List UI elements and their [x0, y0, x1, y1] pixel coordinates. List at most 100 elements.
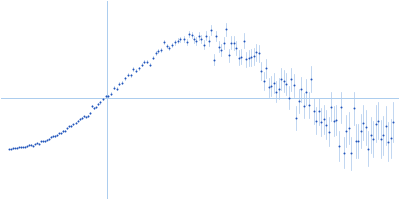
Point [201, 43, 207, 46]
Point [343, 129, 349, 132]
Point [166, 46, 172, 50]
Point [102, 95, 109, 98]
Point [14, 146, 20, 149]
Point [266, 86, 272, 89]
Point [193, 39, 200, 43]
Point [251, 55, 257, 58]
Point [328, 105, 334, 108]
Point [88, 104, 95, 108]
Point [378, 138, 384, 141]
Point [32, 142, 38, 146]
Point [368, 133, 374, 136]
Point [248, 56, 254, 59]
Point [303, 90, 309, 94]
Point [260, 79, 267, 82]
Point [238, 55, 244, 58]
Point [258, 70, 264, 73]
Point [231, 42, 237, 45]
Point [150, 56, 156, 59]
Point [213, 34, 220, 38]
Point [290, 84, 297, 87]
Point [177, 38, 184, 41]
Point [183, 40, 190, 44]
Point [196, 34, 202, 38]
Point [270, 81, 277, 85]
Point [360, 121, 367, 124]
Point [44, 138, 50, 141]
Point [147, 63, 153, 66]
Point [375, 119, 382, 122]
Point [62, 129, 69, 132]
Point [211, 58, 217, 61]
Point [298, 88, 304, 91]
Point [338, 106, 344, 109]
Point [76, 117, 83, 121]
Point [161, 40, 167, 43]
Point [363, 126, 369, 129]
Point [169, 43, 175, 46]
Point [80, 115, 87, 118]
Point [108, 92, 114, 95]
Point [288, 78, 294, 81]
Point [92, 106, 99, 109]
Point [127, 74, 134, 77]
Point [116, 82, 123, 85]
Point [330, 120, 337, 123]
Point [226, 54, 232, 57]
Point [40, 140, 46, 143]
Point [273, 90, 280, 93]
Point [333, 118, 339, 121]
Point [385, 140, 392, 143]
Point [46, 138, 52, 141]
Point [130, 67, 136, 71]
Point [78, 116, 85, 119]
Point [246, 56, 252, 59]
Point [164, 44, 170, 47]
Point [335, 144, 342, 148]
Point [174, 39, 181, 42]
Point [253, 51, 260, 54]
Point [186, 33, 192, 36]
Point [300, 104, 307, 107]
Point [12, 146, 18, 150]
Point [383, 124, 389, 127]
Point [152, 52, 159, 55]
Point [306, 104, 312, 107]
Point [370, 138, 377, 141]
Point [105, 95, 112, 98]
Point [268, 85, 274, 88]
Point [243, 58, 250, 61]
Point [318, 120, 324, 124]
Point [36, 142, 42, 145]
Point [355, 139, 362, 143]
Point [233, 47, 240, 50]
Point [293, 117, 299, 120]
Point [221, 41, 227, 44]
Point [119, 81, 126, 84]
Point [50, 135, 56, 138]
Point [100, 97, 106, 101]
Point [223, 28, 230, 31]
Point [97, 101, 103, 104]
Point [256, 52, 262, 55]
Point [158, 48, 164, 52]
Point [34, 141, 40, 145]
Point [208, 28, 215, 32]
Point [155, 49, 162, 52]
Point [24, 145, 30, 148]
Point [263, 67, 270, 70]
Point [30, 144, 36, 147]
Point [82, 115, 89, 118]
Point [365, 147, 372, 150]
Point [373, 122, 379, 125]
Point [114, 87, 120, 90]
Point [18, 146, 24, 149]
Point [313, 119, 319, 122]
Point [74, 119, 81, 122]
Point [191, 38, 197, 41]
Point [28, 143, 34, 146]
Point [136, 67, 142, 70]
Point [380, 134, 387, 137]
Point [60, 129, 67, 133]
Point [345, 126, 352, 130]
